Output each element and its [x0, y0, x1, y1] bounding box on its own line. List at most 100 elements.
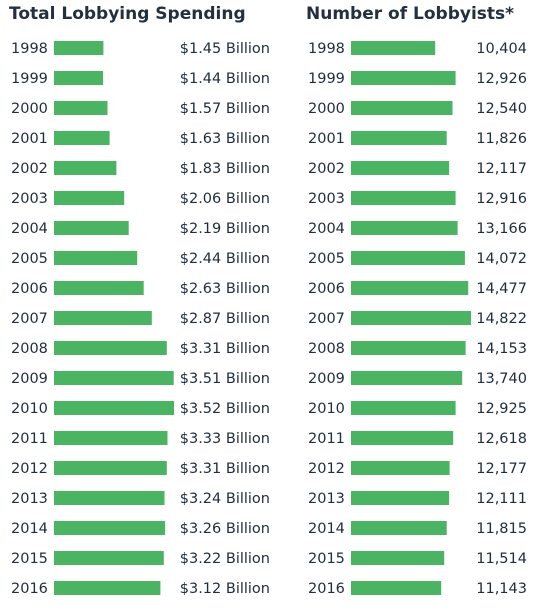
- value-label: 14,822: [476, 311, 527, 327]
- value-label: 14,477: [476, 281, 527, 297]
- value-label: $3.12 Billion: [180, 581, 270, 597]
- bar-2012: [351, 461, 450, 475]
- value-label: $2.19 Billion: [180, 221, 270, 237]
- value-label: 13,166: [476, 221, 527, 237]
- value-label: 12,925: [476, 401, 527, 417]
- year-label: 2014: [308, 521, 345, 537]
- year-label: 2002: [11, 161, 48, 177]
- bar-2003: [54, 191, 125, 205]
- bar-2015: [351, 551, 445, 565]
- spending-bars-svg: 1998 $1.45 Billion 1999 $1.44 Billion 2000 $1…: [11, 41, 270, 597]
- bar-2002: [54, 161, 117, 175]
- year-label: 2007: [11, 311, 48, 327]
- chart-total-lobbying-spending: Total Lobbying Spending 1998 $1.45 Billio…: [9, 4, 270, 597]
- year-label: 2005: [11, 251, 48, 267]
- value-label: 12,618: [476, 431, 527, 447]
- value-label: 13,740: [476, 371, 527, 387]
- value-label: $3.31 Billion: [180, 461, 270, 477]
- chart-title: Number of Lobbyists*: [306, 4, 515, 24]
- year-label: 2011: [308, 431, 345, 447]
- value-label: $3.22 Billion: [180, 551, 270, 567]
- year-label: 2006: [308, 281, 345, 297]
- bar-2005: [54, 251, 138, 265]
- year-label: 2010: [11, 401, 48, 417]
- bar-2013: [351, 491, 450, 505]
- bar-2002: [351, 161, 450, 175]
- year-label: 2010: [308, 401, 345, 417]
- bar-2006: [351, 281, 469, 295]
- year-label: 1998: [11, 41, 48, 57]
- bar-1998: [351, 41, 436, 55]
- chart-number-of-lobbyists: Number of Lobbyists* 1998 10,404 1999 12,92…: [300, 0, 545, 611]
- year-label: 1999: [11, 71, 48, 87]
- year-label: 2016: [308, 581, 345, 597]
- value-label: 12,177: [476, 461, 527, 477]
- year-label: 2000: [308, 101, 345, 117]
- bar-2001: [351, 131, 447, 145]
- value-label: $1.57 Billion: [180, 101, 270, 117]
- year-label: 2015: [308, 551, 345, 567]
- bar-2007: [54, 311, 152, 325]
- year-label: 2013: [308, 491, 345, 507]
- value-label: $2.63 Billion: [180, 281, 270, 297]
- bar-2011: [351, 431, 454, 445]
- value-label: 12,111: [476, 491, 527, 507]
- year-label: 2005: [308, 251, 345, 267]
- bar-2009: [351, 371, 463, 385]
- bar-2010: [54, 401, 174, 415]
- bar-1998: [54, 41, 104, 55]
- bar-2004: [54, 221, 129, 235]
- bar-2011: [54, 431, 168, 445]
- chart-title: Total Lobbying Spending: [9, 4, 246, 24]
- year-label: 2001: [308, 131, 345, 147]
- value-label: 10,404: [476, 41, 527, 57]
- year-label: 2008: [308, 341, 345, 357]
- value-label: $3.33 Billion: [180, 431, 270, 447]
- value-label: 14,153: [476, 341, 527, 357]
- year-label: 2003: [308, 191, 345, 207]
- bar-2009: [54, 371, 174, 385]
- value-label: $3.52 Billion: [180, 401, 270, 417]
- year-label: 2011: [11, 431, 48, 447]
- value-label: $2.06 Billion: [180, 191, 270, 207]
- bar-2016: [351, 581, 442, 595]
- bar-2016: [54, 581, 161, 595]
- value-label: $1.45 Billion: [180, 41, 270, 57]
- value-label: $3.26 Billion: [180, 521, 270, 537]
- year-label: 2009: [308, 371, 345, 387]
- year-label: 2016: [11, 581, 48, 597]
- year-label: 2012: [11, 461, 48, 477]
- value-label: $1.83 Billion: [180, 161, 270, 177]
- value-label: $1.44 Billion: [180, 71, 270, 87]
- year-label: 2008: [11, 341, 48, 357]
- year-label: 2014: [11, 521, 48, 537]
- value-label: 12,117: [476, 161, 527, 177]
- year-label: 1998: [308, 41, 345, 57]
- bar-2008: [54, 341, 167, 355]
- bar-2013: [54, 491, 165, 505]
- value-label: 12,916: [476, 191, 527, 207]
- year-label: 2000: [11, 101, 48, 117]
- bar-2014: [54, 521, 166, 535]
- bar-2015: [54, 551, 164, 565]
- bar-2005: [351, 251, 465, 265]
- value-label: 11,514: [476, 551, 527, 567]
- year-label: 2003: [11, 191, 48, 207]
- value-label: 12,540: [476, 101, 527, 117]
- bar-2001: [54, 131, 110, 145]
- year-label: 2006: [11, 281, 48, 297]
- value-label: $3.24 Billion: [180, 491, 270, 507]
- year-label: 2004: [308, 221, 345, 237]
- year-label: 2007: [308, 311, 345, 327]
- year-label: 2015: [11, 551, 48, 567]
- value-label: $3.51 Billion: [180, 371, 270, 387]
- bar-2008: [351, 341, 466, 355]
- value-label: 11,143: [476, 581, 527, 597]
- value-label: 11,815: [476, 521, 527, 537]
- value-label: $3.31 Billion: [180, 341, 270, 357]
- bar-2006: [54, 281, 144, 295]
- bar-1999: [351, 71, 456, 85]
- bar-2014: [351, 521, 447, 535]
- bar-2000: [54, 101, 108, 115]
- bar-1999: [54, 71, 104, 85]
